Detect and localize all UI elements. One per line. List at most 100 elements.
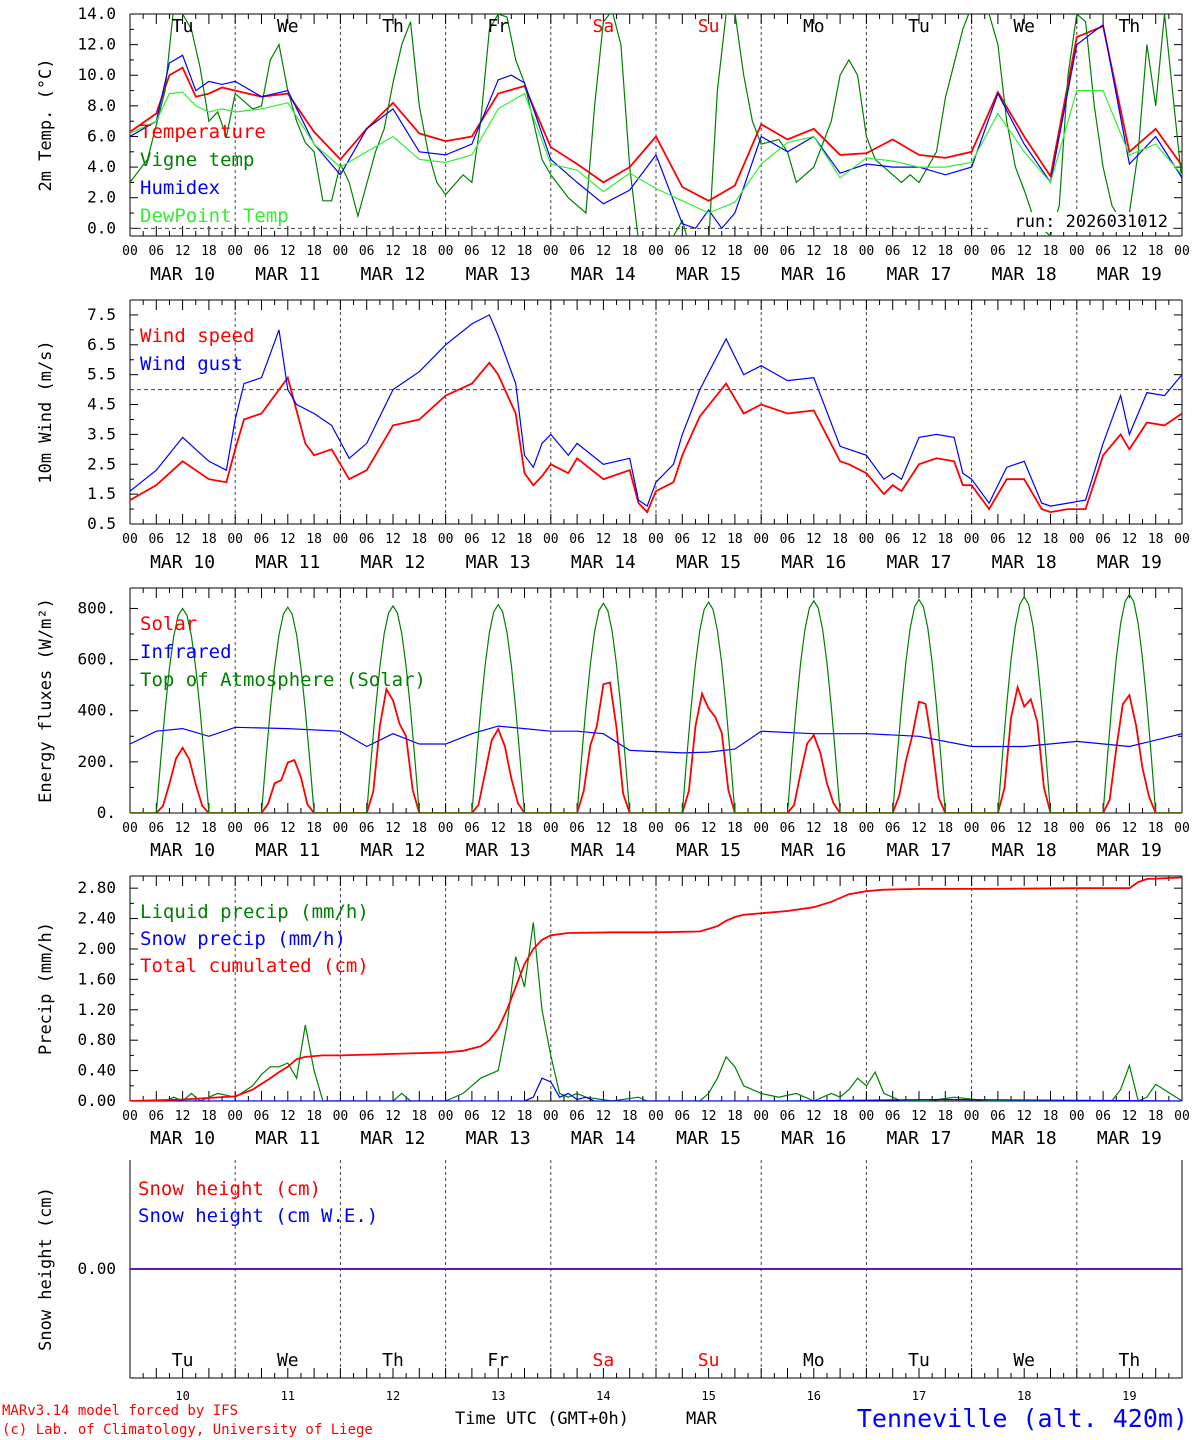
wind-hour-label: 06 xyxy=(359,532,375,547)
wind-hour-label: 06 xyxy=(254,532,270,547)
precip-hour-label: 18 xyxy=(937,1109,953,1124)
energy-hour-label: 00 xyxy=(859,821,875,836)
precip-hour-label: 12 xyxy=(701,1109,717,1124)
temp-hour-label: 06 xyxy=(148,244,164,259)
temp-weekday-label: We xyxy=(277,16,299,37)
wind-hour-label: 12 xyxy=(490,532,506,547)
wind-hour-label: 12 xyxy=(701,532,717,547)
temp-series-temperature xyxy=(130,24,1182,202)
temp-y-tick-label: 10.0 xyxy=(77,65,116,84)
precip-hour-label: 06 xyxy=(1095,1109,1111,1124)
temp-hour-label: 06 xyxy=(359,244,375,259)
temp-hour-label: 00 xyxy=(859,244,875,259)
wind-hour-label: 18 xyxy=(411,532,427,547)
energy-hour-label: 00 xyxy=(227,821,243,836)
wind-hour-label: 18 xyxy=(201,532,217,547)
energy-hour-label: 18 xyxy=(306,821,322,836)
precip-hour-label: 12 xyxy=(175,1109,191,1124)
precip-hour-label: 00 xyxy=(227,1109,243,1124)
energy-y-tick-label: 800. xyxy=(77,598,116,617)
temp-hour-label: 12 xyxy=(385,244,401,259)
temp-y-tick-label: 0.0 xyxy=(87,218,116,237)
wind-y-tick-label: 5.5 xyxy=(87,365,116,384)
energy-date-label: MAR 16 xyxy=(781,840,846,861)
energy-hour-label: 18 xyxy=(411,821,427,836)
precip-hour-label: 00 xyxy=(1069,1109,1085,1124)
temp-y-tick-label: 14.0 xyxy=(77,4,116,23)
wind-hour-label: 18 xyxy=(622,532,638,547)
precip-hour-label: 06 xyxy=(780,1109,796,1124)
run-label: run: 2026031012 xyxy=(1014,212,1168,232)
temp-hour-label: 18 xyxy=(517,244,533,259)
temp-series-group xyxy=(130,14,1182,236)
energy-hour-label: 06 xyxy=(1095,821,1111,836)
wind-date-label: MAR 11 xyxy=(255,552,320,573)
energy-hour-label: 12 xyxy=(280,821,296,836)
energy-hour-label: 00 xyxy=(543,821,559,836)
energy-hour-label: 18 xyxy=(622,821,638,836)
precip-hour-label: 12 xyxy=(806,1109,822,1124)
precip-date-label: MAR 14 xyxy=(571,1128,636,1149)
wind-y-tick-label: 6.5 xyxy=(87,335,116,354)
snow-weekday-label: Mo xyxy=(803,1350,825,1371)
energy-date-label: MAR 14 xyxy=(571,840,636,861)
energy-hour-label: 06 xyxy=(569,821,585,836)
precip-hour-label: 12 xyxy=(911,1109,927,1124)
temp-hour-label: 12 xyxy=(1016,244,1032,259)
wind-hour-label: 06 xyxy=(990,532,1006,547)
energy-hour-label: 06 xyxy=(990,821,1006,836)
energy-hour-label: 18 xyxy=(1148,821,1164,836)
temp-date-label: MAR 15 xyxy=(676,264,741,285)
wind-hour-label: 00 xyxy=(964,532,980,547)
wind-hour-label: 00 xyxy=(648,532,664,547)
wind-hour-label: 12 xyxy=(1016,532,1032,547)
temp-hour-label: 00 xyxy=(1069,244,1085,259)
energy-series-group xyxy=(130,593,1182,813)
energy-hour-label: 12 xyxy=(490,821,506,836)
temp-weekday-label: Fr xyxy=(487,16,509,37)
temp-y-tick-label: 12.0 xyxy=(77,35,116,54)
precip-date-label: MAR 10 xyxy=(150,1128,215,1149)
temp-hour-label: 06 xyxy=(254,244,270,259)
snow-weekday-label: Su xyxy=(698,1350,720,1371)
wind-date-label: MAR 16 xyxy=(781,552,846,573)
energy-hour-label: 18 xyxy=(727,821,743,836)
wind-hour-label: 06 xyxy=(569,532,585,547)
temp-date-label: MAR 17 xyxy=(886,264,951,285)
energy-hour-label: 00 xyxy=(333,821,349,836)
temp-hour-label: 12 xyxy=(1122,244,1138,259)
temp-hour-label: 18 xyxy=(1148,244,1164,259)
temp-hour-label: 12 xyxy=(490,244,506,259)
wind-hour-label: 06 xyxy=(464,532,480,547)
wind-hour-label: 00 xyxy=(122,532,138,547)
temp-date-label: MAR 18 xyxy=(992,264,1057,285)
precip-legend-item: Total cumulated (cm) xyxy=(140,955,369,977)
precip-hour-label: 18 xyxy=(1043,1109,1059,1124)
temp-hour-label: 00 xyxy=(543,244,559,259)
energy-date-label: MAR 11 xyxy=(255,840,320,861)
energy-date-label: MAR 17 xyxy=(886,840,951,861)
temp-date-label: MAR 10 xyxy=(150,264,215,285)
temp-weekday-label: Tu xyxy=(172,16,194,37)
precip-hour-label: 18 xyxy=(622,1109,638,1124)
temp-hour-label: 00 xyxy=(333,244,349,259)
temp-legend-item: Humidex xyxy=(140,177,220,199)
temp-panel xyxy=(129,13,1183,237)
temp-hour-label: 06 xyxy=(885,244,901,259)
temp-y-axis-title: 2m Temp. (°C) xyxy=(36,58,56,191)
precip-hour-label: 00 xyxy=(753,1109,769,1124)
wind-hour-label: 00 xyxy=(438,532,454,547)
precip-hour-label: 12 xyxy=(385,1109,401,1124)
temp-legend-item: Vigne temp xyxy=(140,149,254,171)
temp-hour-label: 18 xyxy=(201,244,217,259)
temp-hour-label: 12 xyxy=(175,244,191,259)
energy-hour-label: 12 xyxy=(701,821,717,836)
energy-hour-label: 06 xyxy=(254,821,270,836)
energy-hour-label: 18 xyxy=(517,821,533,836)
wind-hour-label: 18 xyxy=(306,532,322,547)
energy-y-tick-label: 200. xyxy=(77,752,116,771)
wind-y-tick-label: 3.5 xyxy=(87,424,116,443)
energy-date-label: MAR 12 xyxy=(360,840,425,861)
temp-hour-label: 18 xyxy=(832,244,848,259)
precip-hour-label: 00 xyxy=(543,1109,559,1124)
